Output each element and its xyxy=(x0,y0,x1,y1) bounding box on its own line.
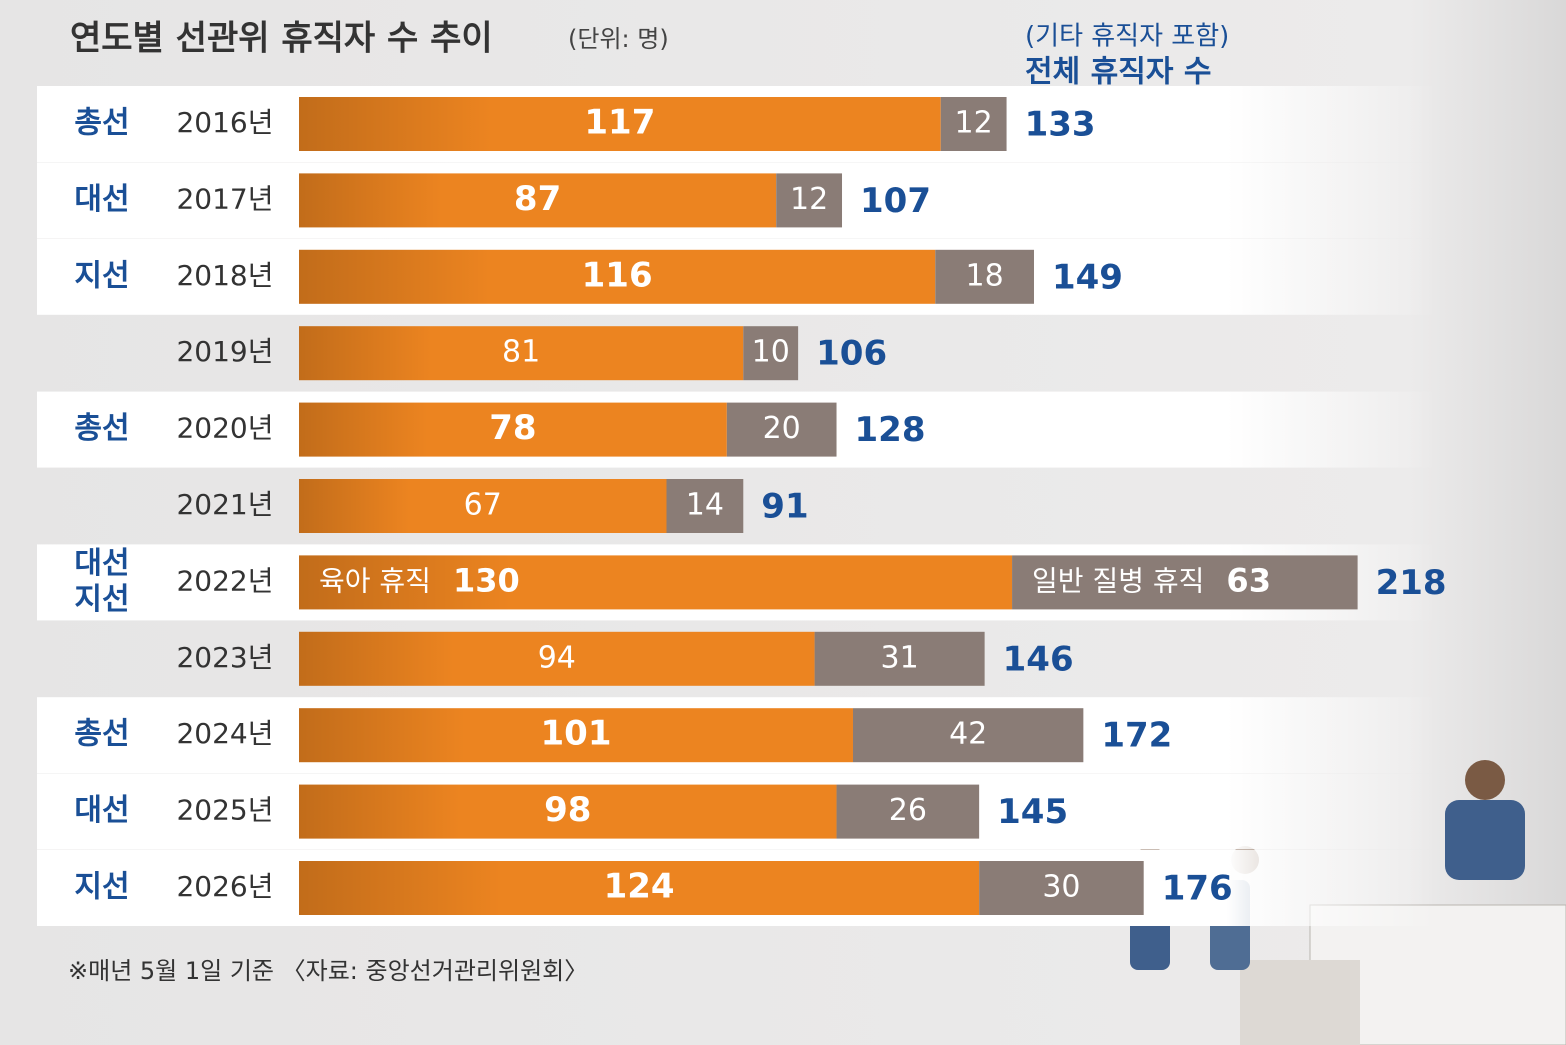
value-label: 87 xyxy=(514,179,561,219)
election-label: 총선 xyxy=(74,717,129,752)
y-tick-label: 2021년 xyxy=(176,488,273,521)
election-label: 지선 xyxy=(74,258,129,293)
bar-segment xyxy=(935,249,1034,304)
bar-shade xyxy=(299,861,980,915)
total-label: 133 xyxy=(1025,105,1096,145)
value-label: 130 xyxy=(453,561,520,599)
total-label: 218 xyxy=(1376,563,1447,603)
y-tick-label: 2019년 xyxy=(176,335,273,368)
y-tick-label: 2025년 xyxy=(176,794,273,827)
bar-shade xyxy=(299,784,837,839)
total-label: 145 xyxy=(997,792,1068,832)
value-label: 124 xyxy=(604,867,675,907)
bar-shade xyxy=(299,249,936,304)
y-tick-label: 2022년 xyxy=(176,564,273,597)
y-tick-label: 2018년 xyxy=(176,259,273,292)
value-label: 101 xyxy=(541,714,612,754)
election-label: 지선 xyxy=(74,582,129,617)
value-label: 42 xyxy=(949,717,987,752)
value-label: 18 xyxy=(966,258,1004,293)
bar-segment xyxy=(836,784,980,839)
bar-shade xyxy=(299,97,941,151)
unit: (단위: 명) xyxy=(568,25,669,53)
value-label: 117 xyxy=(584,103,655,143)
total-label: 176 xyxy=(1162,869,1233,909)
value-label: 63 xyxy=(1226,561,1271,599)
bar-segment xyxy=(852,708,1084,763)
value-label: 78 xyxy=(489,408,536,448)
total-label: 91 xyxy=(761,487,808,527)
bar-shade xyxy=(299,402,727,457)
election-label: 대선 xyxy=(74,546,129,581)
bar-segment xyxy=(940,97,1007,151)
total-label: 146 xyxy=(1003,639,1074,679)
value-label: 10 xyxy=(752,335,790,370)
bar-segment xyxy=(814,631,985,686)
bar-segment xyxy=(743,326,799,381)
election-label: 대선 xyxy=(74,182,129,217)
y-tick-label: 2024년 xyxy=(176,717,273,750)
legend-label: 일반 질병 휴직 xyxy=(1032,564,1204,597)
bar-segment xyxy=(776,173,843,228)
election-label: 총선 xyxy=(74,411,129,446)
bar-segment xyxy=(979,861,1144,915)
y-tick-label: 2017년 xyxy=(176,182,273,215)
value-label: 12 xyxy=(790,182,828,217)
y-tick-label: 2020년 xyxy=(176,412,273,445)
bar-shade xyxy=(299,631,815,686)
value-label: 14 xyxy=(686,488,724,523)
value-label: 94 xyxy=(538,640,576,675)
bar-shade xyxy=(299,479,667,533)
y-tick-label: 2026년 xyxy=(176,870,273,903)
total-label: 106 xyxy=(816,334,887,374)
value-label: 12 xyxy=(955,106,993,141)
election-label: 대선 xyxy=(74,793,129,828)
total-label: 128 xyxy=(855,410,926,450)
bar-segment xyxy=(666,479,744,533)
chart-title: 연도별 선관위 휴직자 수 추이 xyxy=(70,19,493,59)
legend-label: 육아 휴직 xyxy=(319,564,431,597)
bar-shade xyxy=(299,173,777,228)
value-label: 98 xyxy=(544,790,591,830)
election-label: 총선 xyxy=(74,106,129,141)
y-tick-label: 2023년 xyxy=(176,641,273,674)
bar-shade xyxy=(299,326,744,381)
value-label: 30 xyxy=(1042,870,1080,905)
rows: 총선 2016년 117 12 133 대선 2017년 87 12 107 지선 2018년 116 1… xyxy=(37,86,1447,926)
footnote: ※매년 5월 1일 기준 〈자료: 중앙선거관리위원회〉 xyxy=(68,957,588,985)
value-label: 26 xyxy=(889,793,927,828)
y-tick-label: 2016년 xyxy=(176,106,273,139)
bar-shade xyxy=(299,555,1013,610)
total-note: (기타 휴직자 포함) xyxy=(1025,22,1229,52)
total-label: 107 xyxy=(860,181,931,221)
total-label: 172 xyxy=(1101,716,1172,756)
value-label: 67 xyxy=(464,488,502,523)
election-label: 지선 xyxy=(74,870,129,905)
total-header: 전체 휴직자 수 xyxy=(1025,55,1212,90)
bar-segment xyxy=(726,402,837,457)
bar-segment xyxy=(1012,555,1358,610)
value-label: 31 xyxy=(881,640,919,675)
bar-shade xyxy=(299,708,853,763)
total-label: 149 xyxy=(1052,257,1123,297)
value-label: 81 xyxy=(502,335,540,370)
value-label: 116 xyxy=(582,255,653,295)
value-label: 20 xyxy=(763,411,801,446)
